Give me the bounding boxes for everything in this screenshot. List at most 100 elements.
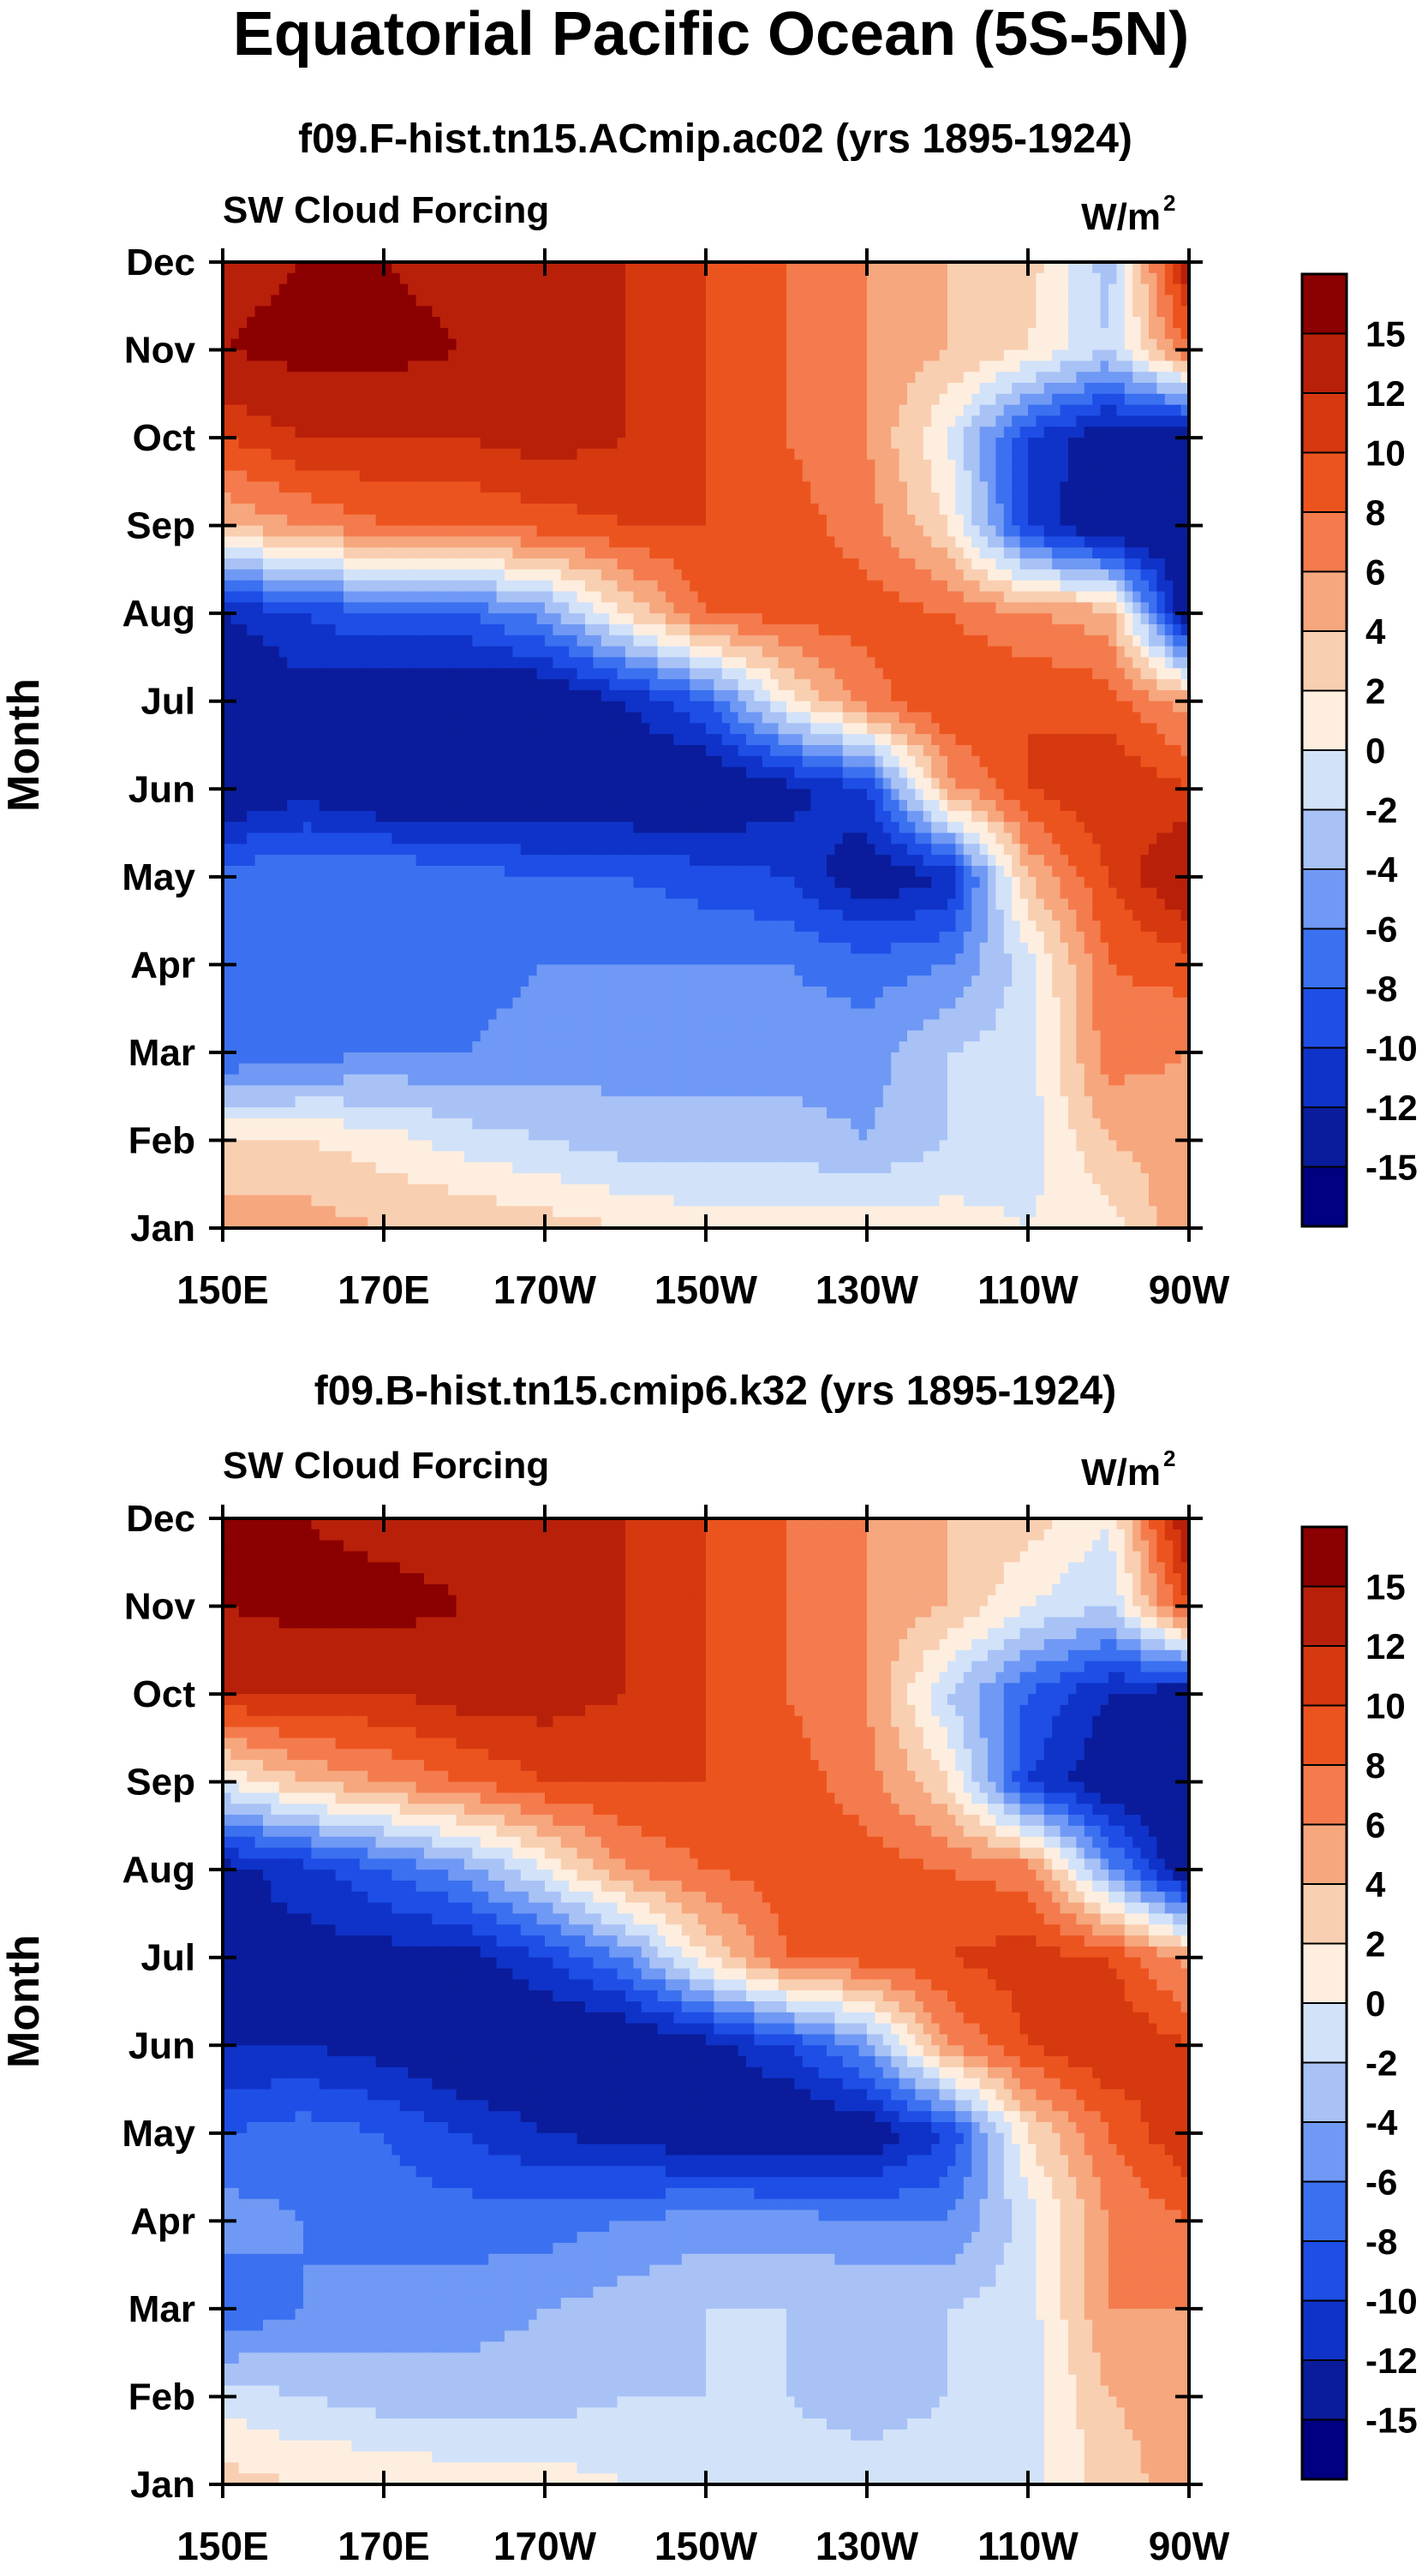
contour-cell (536, 580, 546, 593)
contour-cell (375, 602, 385, 614)
contour-cell (230, 668, 240, 680)
contour-cell (263, 317, 272, 329)
contour-cell (979, 624, 989, 636)
contour-cell (278, 327, 288, 340)
contour-cell (367, 689, 377, 702)
contour-cell (681, 306, 690, 318)
contour-cell (230, 448, 240, 461)
contour-cell (432, 504, 441, 516)
contour-cell (810, 679, 820, 691)
contour-cell (1003, 393, 1013, 406)
contour-cell (810, 272, 820, 285)
contour-cell (303, 415, 312, 427)
contour-cell (697, 492, 707, 504)
contour-cell (931, 426, 941, 438)
contour-cell (263, 525, 272, 538)
contour-cell (1052, 613, 1061, 625)
contour-cell (666, 624, 674, 636)
contour-cell (1149, 283, 1157, 296)
contour-cell (415, 689, 425, 702)
contour-cell (939, 459, 948, 472)
contour-cell (1043, 689, 1053, 702)
contour-cell (666, 689, 674, 702)
contour-cell (545, 459, 553, 472)
contour-cell (730, 383, 739, 395)
contour-cell (858, 504, 868, 516)
contour-cell (697, 536, 707, 548)
contour-cell (295, 361, 304, 373)
contour-cell (1116, 580, 1126, 593)
contour-cell (666, 448, 674, 461)
contour-cell (617, 470, 626, 482)
contour-cell (1036, 404, 1045, 417)
contour-cell (391, 317, 401, 329)
contour-cell (915, 657, 924, 669)
contour-cell (569, 295, 578, 307)
contour-cell (641, 679, 650, 691)
contour-cell (867, 558, 875, 570)
contour-cell (448, 438, 457, 450)
contour-cell (834, 679, 844, 691)
contour-cell (963, 613, 972, 625)
contour-cell (223, 459, 231, 472)
contour-cell (375, 272, 385, 285)
contour-cell (319, 393, 328, 406)
contour-cell (706, 536, 714, 548)
contour-cell (882, 272, 892, 285)
contour-cell (609, 701, 618, 713)
contour-cell (1132, 327, 1142, 340)
contour-cell (1108, 404, 1117, 417)
contour-cell (979, 393, 989, 406)
contour-cell (432, 327, 441, 340)
contour-cell (915, 569, 924, 581)
contour-cell (472, 591, 481, 603)
contour-cell (649, 613, 659, 625)
contour-cell (448, 426, 457, 438)
contour-cell (963, 372, 972, 384)
contour-cell (512, 404, 522, 417)
contour-cell (439, 569, 449, 581)
contour-cell (1164, 448, 1174, 461)
contour-cell (391, 459, 401, 472)
contour-cell (488, 569, 498, 581)
contour-cell (391, 668, 401, 680)
contour-cell (432, 613, 441, 625)
contour-cell (609, 613, 618, 625)
contour-cell (399, 525, 409, 538)
contour-cell (714, 558, 723, 570)
contour-cell (1149, 470, 1157, 482)
contour-cell (287, 613, 296, 625)
contour-cell (303, 404, 312, 417)
contour-cell (384, 404, 392, 417)
contour-cell (899, 295, 908, 307)
contour-cell (408, 668, 417, 680)
contour-cell (351, 372, 361, 384)
contour-cell (480, 569, 489, 581)
contour-cell (432, 525, 441, 538)
contour-cell (802, 349, 811, 361)
contour-cell (641, 689, 650, 702)
contour-cell (1068, 361, 1077, 373)
contour-cell (754, 349, 763, 361)
contour-cell (223, 361, 231, 373)
contour-cell (971, 679, 981, 691)
contour-cell (681, 426, 690, 438)
contour-cell (810, 459, 820, 472)
contour-cell (263, 338, 272, 351)
contour-cell (367, 514, 377, 527)
contour-cell (851, 635, 860, 647)
contour-cell (351, 569, 361, 581)
contour-cell (915, 459, 924, 472)
contour-cell (947, 580, 956, 593)
contour-cell (1068, 272, 1077, 285)
contour-cell (681, 525, 690, 538)
contour-cell (1132, 383, 1142, 395)
contour-cell (794, 569, 804, 581)
contour-cell (995, 602, 1005, 614)
contour-cell (1164, 504, 1174, 516)
contour-cell (609, 372, 618, 384)
contour-cell (560, 295, 570, 307)
contour-cell (730, 668, 739, 680)
contour-cell (858, 459, 868, 472)
contour-cell (593, 624, 602, 636)
